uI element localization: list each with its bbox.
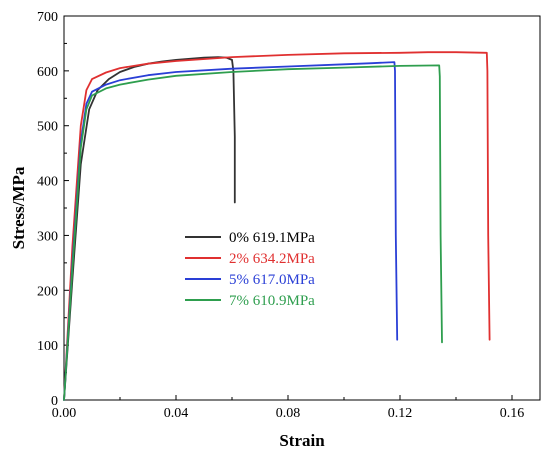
y-tick-label: 500: [37, 120, 58, 135]
x-tick-label: 0.04: [164, 406, 189, 421]
legend-label: 0% 619.1MPa: [229, 230, 315, 246]
legend-label: 5% 617.0MPa: [229, 272, 315, 288]
legend: 0% 619.1MPa 2% 634.2MPa 5% 617.0MPa 7% 610.…: [185, 230, 315, 309]
series-layer: [63, 51, 491, 401]
ticks-layer: 0.00 0.04 0.08 0.12 0.16 0 100 200 300 400 500 600 7…: [37, 10, 524, 421]
y-tick-label: 100: [37, 339, 58, 354]
y-tick-label: 600: [37, 65, 58, 80]
series-line-0: [63, 56, 236, 401]
y-tick-label: 400: [37, 175, 58, 190]
plot-area-frame: [63, 15, 541, 401]
x-tick-label: 0.08: [276, 406, 301, 421]
y-axis-title: Stress/MPa: [9, 166, 28, 249]
y-tick-label: 700: [37, 10, 58, 25]
x-axis-title: Strain: [279, 431, 325, 450]
y-tick-label: 300: [37, 229, 58, 244]
legend-label: 7% 610.9MPa: [229, 293, 315, 309]
legend-label: 2% 634.2MPa: [229, 251, 315, 267]
series-line-3: [63, 64, 443, 401]
x-tick-label: 0.12: [388, 406, 413, 421]
y-tick-label: 200: [37, 284, 58, 299]
x-tick-label: 0.00: [52, 406, 77, 421]
y-tick-label: 0: [51, 394, 58, 409]
series-line-1: [63, 51, 491, 401]
x-tick-label: 0.16: [500, 406, 525, 421]
